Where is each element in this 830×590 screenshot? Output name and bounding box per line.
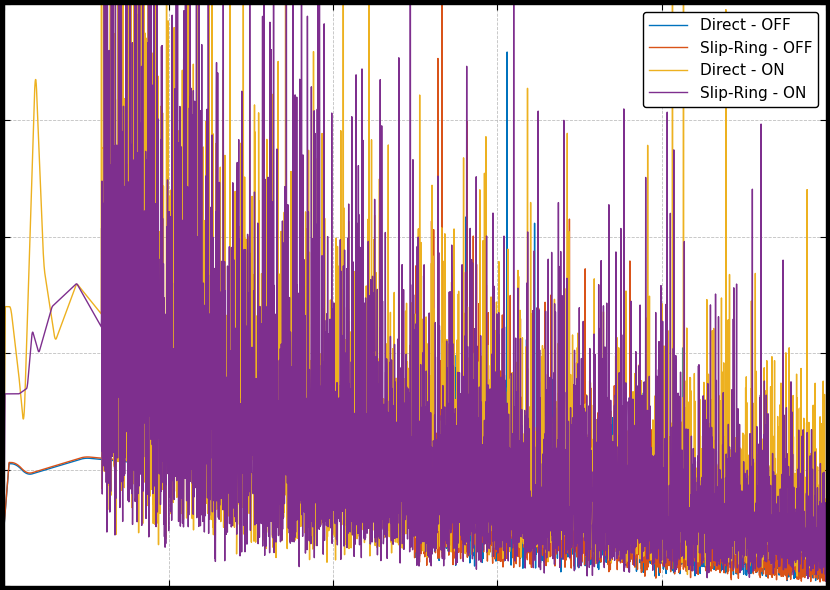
Slip-Ring - OFF [149, 460, 159, 467]
Slip-Ring - ON [492, 493, 502, 500]
Direct - ON [793, 572, 803, 579]
Slip-Ring - ON [821, 578, 830, 585]
Direct - ON [0, 434, 9, 441]
Direct - OFF [534, 535, 544, 542]
Slip-Ring - OFF [313, 475, 323, 482]
Line: Slip-Ring - ON: Slip-Ring - ON [4, 0, 826, 581]
Line: Direct - OFF: Direct - OFF [4, 52, 826, 581]
Slip-Ring - OFF [821, 551, 830, 558]
Direct - ON [821, 536, 830, 543]
Legend: Direct - OFF, Slip-Ring - OFF, Direct - ON, Slip-Ring - ON: Direct - OFF, Slip-Ring - OFF, Direct - … [643, 12, 818, 107]
Slip-Ring - OFF [534, 346, 544, 353]
Direct - OFF [613, 546, 622, 553]
Direct - OFF [492, 517, 502, 524]
Slip-Ring - ON [821, 555, 830, 562]
Slip-Ring - ON [675, 487, 685, 494]
Direct - ON [492, 510, 502, 517]
Slip-Ring - OFF [492, 541, 502, 548]
Direct - OFF [821, 577, 830, 584]
Direct - ON [534, 304, 544, 312]
Direct - OFF [0, 521, 9, 528]
Direct - OFF [821, 576, 830, 583]
Direct - OFF [502, 48, 512, 55]
Slip-Ring - OFF [613, 487, 622, 494]
Slip-Ring - ON [313, 384, 323, 391]
Direct - OFF [675, 570, 685, 577]
Slip-Ring - ON [149, 197, 159, 204]
Direct - OFF [149, 461, 159, 468]
Slip-Ring - OFF [0, 520, 9, 527]
Line: Slip-Ring - OFF: Slip-Ring - OFF [4, 0, 826, 582]
Slip-Ring - ON [534, 502, 544, 509]
Direct - ON [613, 496, 622, 503]
Direct - ON [149, 327, 159, 335]
Slip-Ring - ON [0, 486, 9, 493]
Slip-Ring - OFF [815, 578, 825, 585]
Slip-Ring - OFF [675, 489, 685, 496]
Direct - ON [675, 492, 685, 499]
Line: Direct - ON: Direct - ON [4, 0, 826, 576]
Direct - OFF [313, 476, 323, 483]
Slip-Ring - ON [613, 555, 622, 562]
Direct - ON [313, 395, 323, 402]
